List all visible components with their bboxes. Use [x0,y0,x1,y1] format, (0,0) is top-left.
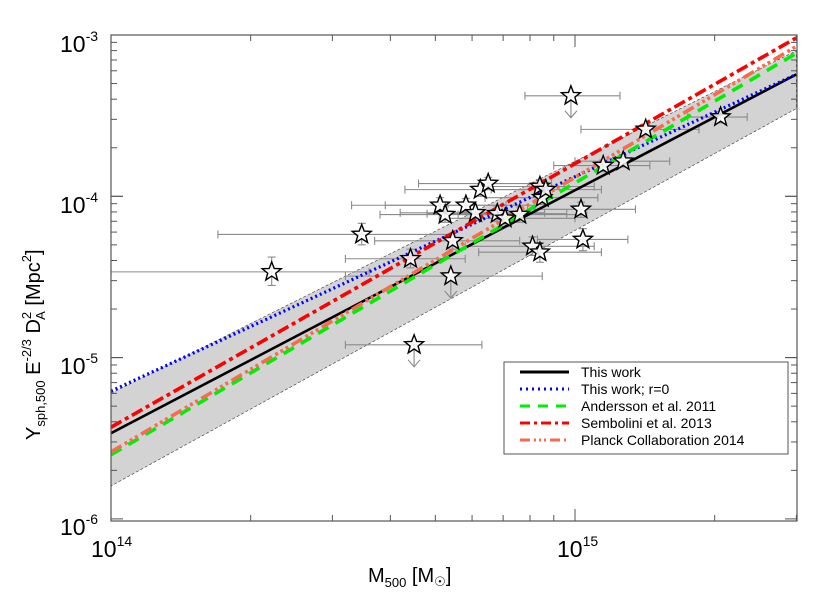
x-tick-labels: 1014 1015 [91,533,598,562]
fit-line-this-work [111,73,797,435]
star-icon [508,202,532,225]
star-icon [709,104,732,127]
tick-marks [110,34,797,521]
legend-item-andersson: Andersson et al. 2011 [520,398,716,414]
star-icon [634,117,658,140]
star-icon [399,246,422,269]
star-icon [611,149,635,171]
star-icon [591,153,615,176]
legend-item-planck: Planck Collaboration 2014 [520,432,745,448]
y-tick-1e-3: 10-3 [60,28,98,57]
legend-item-this-work: This work [520,364,642,380]
legend-label: This work; r=0 [581,381,670,397]
star-icon [350,222,374,245]
x-axis-title: M500 [M☉] [368,565,451,590]
legend-label: Sembolini et al. 2013 [581,415,712,431]
star-icon [260,259,284,282]
legend-item-this-work-r0: This work; r=0 [520,381,670,397]
star-icon [569,197,593,219]
star-icon [528,240,552,262]
x-tick-1e14: 1014 [91,533,132,562]
cluster-markers [260,83,732,355]
upper-limit-arrow-icon [407,359,421,368]
star-icon [433,202,457,225]
star-icon [464,200,487,223]
fit-line-this-work-r-0 [111,72,797,393]
star-icon [493,206,517,229]
upper-limit-arrow-icon [564,110,578,119]
y-tick-1e-5: 10-5 [60,350,98,379]
legend-label: Andersson et al. 2011 [581,398,716,414]
legend: This work This work; r=0 Andersson et al… [503,361,789,455]
star-icon [534,177,558,200]
y-axis-title: Ysph,500 E-2/3 D2A [Mpc2] [19,249,48,440]
star-icon [402,332,426,355]
x-tick-1e15: 1015 [557,533,598,562]
star-icon [571,227,595,250]
legend-item-sembolini: Sembolini et al. 2013 [520,415,712,431]
y-tick-1e-6: 10-6 [60,511,98,540]
axis-ticks [110,34,797,521]
star-icon [476,171,500,194]
upper-limit-arrow-icon [444,290,458,299]
star-icon [439,264,463,286]
legend-label: Planck Collaboration 2014 [581,432,745,448]
legend-label: This work [581,364,642,380]
star-icon [441,228,465,251]
y-tick-1e-4: 10-4 [60,189,98,218]
fit-line-andersson-et-al-2011 [111,51,797,457]
error-bar [111,256,370,287]
star-icon [428,193,452,215]
y-tick-labels: 10-3 10-4 10-5 10-6 [60,28,98,540]
plot-frame [110,34,798,522]
star-icon [559,83,583,106]
